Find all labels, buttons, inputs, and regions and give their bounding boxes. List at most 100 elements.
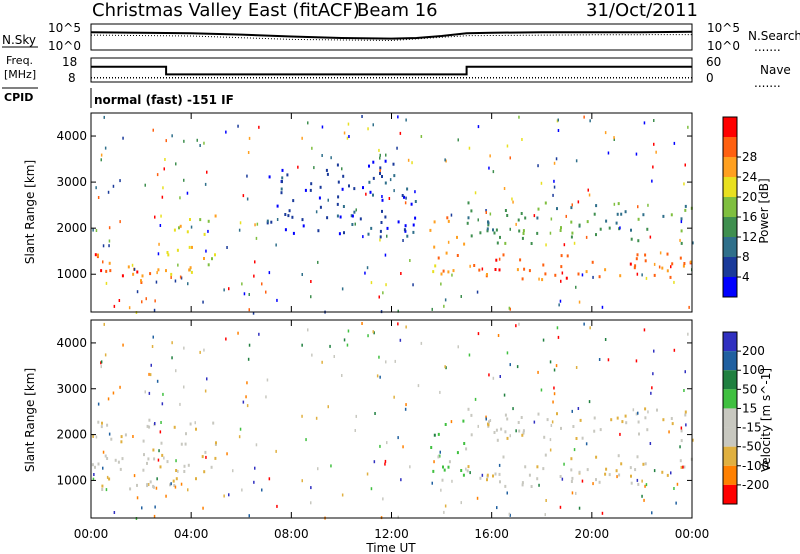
heatmap-cell bbox=[533, 214, 536, 218]
heatmap-cell bbox=[486, 229, 489, 233]
heatmap-cell bbox=[557, 118, 559, 122]
nave-tick-0: 0 bbox=[706, 71, 714, 85]
heatmap-cell bbox=[397, 115, 399, 119]
heatmap-cell bbox=[160, 421, 162, 424]
heatmap-cell bbox=[615, 469, 618, 473]
heatmap-cell bbox=[549, 231, 552, 235]
heatmap-cell bbox=[281, 176, 284, 180]
heatmap-cell bbox=[644, 416, 647, 420]
heatmap-cell bbox=[381, 209, 383, 213]
heatmap-cell bbox=[266, 221, 269, 225]
heatmap-cell bbox=[175, 459, 177, 463]
heatmap-cell bbox=[494, 268, 497, 271]
heatmap-cell bbox=[517, 421, 520, 424]
y-tick-label: 4000 bbox=[56, 129, 87, 143]
heatmap-cell bbox=[146, 424, 149, 428]
heatmap-cell bbox=[536, 216, 539, 220]
heatmap-cell bbox=[653, 119, 655, 122]
heatmap-cell bbox=[509, 227, 511, 231]
heatmap-cell bbox=[366, 472, 369, 476]
heatmap-cell bbox=[573, 241, 576, 245]
heatmap-cell bbox=[412, 230, 415, 234]
heatmap-cell bbox=[346, 343, 349, 347]
heatmap-cell bbox=[636, 272, 639, 276]
heatmap-cell bbox=[456, 254, 459, 257]
heatmap-cell bbox=[437, 256, 440, 260]
heatmap-cell bbox=[280, 191, 283, 195]
x-tick-label: 16:00 bbox=[474, 527, 509, 541]
heatmap-cell bbox=[265, 290, 267, 294]
heatmap-cell bbox=[151, 345, 154, 348]
heatmap-cell bbox=[581, 436, 584, 440]
heatmap-cell bbox=[521, 483, 524, 487]
heatmap-cell bbox=[633, 266, 636, 270]
heatmap-cell bbox=[301, 136, 303, 140]
heatmap-cell bbox=[451, 479, 453, 483]
heatmap-cell bbox=[122, 343, 124, 347]
heatmap-cell bbox=[544, 272, 547, 276]
heatmap-cell bbox=[113, 304, 116, 308]
heatmap-cell bbox=[488, 373, 490, 377]
heatmap-cell bbox=[522, 431, 525, 435]
heatmap-cell bbox=[430, 446, 433, 449]
heatmap-cell bbox=[555, 364, 558, 368]
heatmap-cell bbox=[384, 215, 387, 219]
heatmap-cell bbox=[207, 229, 209, 233]
heatmap-cell bbox=[152, 484, 155, 488]
heatmap-cell bbox=[255, 236, 258, 240]
heatmap-cell bbox=[445, 251, 448, 255]
heatmap-cell bbox=[431, 481, 433, 485]
heatmap-cell bbox=[549, 438, 552, 442]
heatmap-cell bbox=[369, 190, 372, 194]
heatmap-cell bbox=[203, 257, 205, 260]
heatmap-cell bbox=[177, 469, 179, 473]
heatmap-cell bbox=[378, 355, 380, 359]
heatmap-cell bbox=[246, 381, 248, 385]
heatmap-cell bbox=[619, 432, 621, 436]
heatmap-cell bbox=[136, 270, 139, 274]
heatmap-cell bbox=[409, 465, 411, 469]
colorbar-tick-label: -200 bbox=[742, 478, 769, 492]
heatmap-cell bbox=[385, 283, 387, 287]
heatmap-cell bbox=[502, 253, 505, 257]
heatmap-cell bbox=[439, 450, 441, 454]
heatmap-cell bbox=[153, 514, 156, 518]
nsearch-dots: ....... bbox=[754, 40, 781, 54]
heatmap-cell bbox=[537, 164, 539, 168]
heatmap-cell bbox=[100, 365, 102, 369]
heatmap-cell bbox=[496, 241, 499, 245]
heatmap-cell bbox=[110, 437, 113, 441]
heatmap-cell bbox=[653, 142, 655, 146]
heatmap-cell bbox=[329, 344, 331, 348]
heatmap-cell bbox=[504, 413, 507, 417]
heatmap-cell bbox=[433, 220, 436, 224]
heatmap-cell bbox=[381, 195, 383, 198]
heatmap-cell bbox=[341, 167, 343, 171]
heatmap-cell bbox=[141, 300, 143, 304]
heatmap-cell bbox=[578, 300, 581, 304]
colorbar-segment bbox=[723, 465, 737, 485]
heatmap-cell bbox=[661, 470, 664, 474]
heatmap-cell bbox=[207, 263, 210, 267]
colorbar-tick-label: 12 bbox=[742, 230, 757, 244]
heatmap-cell bbox=[583, 115, 585, 119]
heatmap-cell bbox=[581, 273, 584, 277]
heatmap-cell bbox=[442, 269, 445, 273]
heatmap-cell bbox=[493, 431, 496, 434]
heatmap-cell bbox=[432, 469, 435, 473]
heatmap-cell bbox=[309, 188, 312, 192]
heatmap-cell bbox=[521, 138, 523, 141]
nsearch-label: N.Search bbox=[748, 29, 800, 43]
heatmap-cell bbox=[276, 218, 279, 221]
heatmap-cell bbox=[254, 223, 256, 227]
colorbar-tick-label: -50 bbox=[742, 440, 762, 454]
heatmap-cell bbox=[542, 338, 545, 342]
heatmap-cell bbox=[618, 473, 621, 477]
heatmap-cell bbox=[489, 154, 491, 158]
heatmap-cell bbox=[97, 462, 100, 466]
heatmap-cell bbox=[400, 478, 402, 482]
heatmap-cell bbox=[362, 235, 364, 239]
heatmap-cell bbox=[228, 493, 230, 497]
heatmap-cell bbox=[405, 118, 407, 122]
heatmap-cell bbox=[469, 471, 471, 475]
